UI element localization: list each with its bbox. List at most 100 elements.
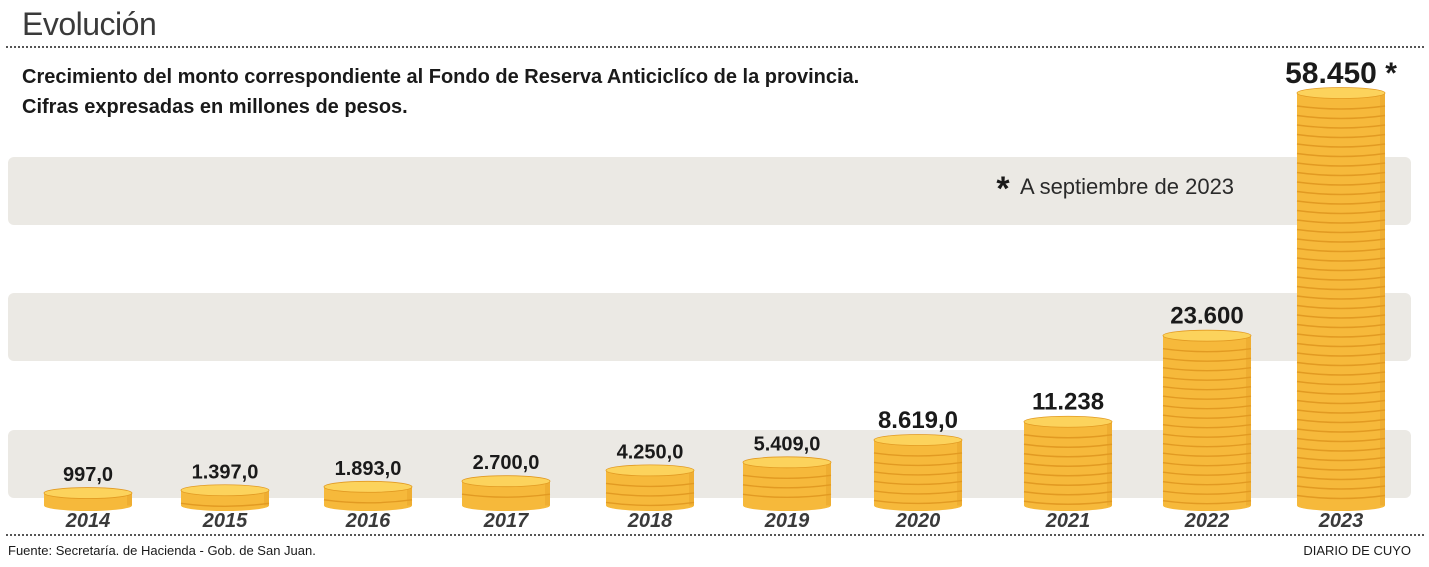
publisher-credit: DIARIO DE CUYO <box>1303 543 1411 558</box>
coin-edge <box>1296 200 1386 205</box>
coin-stack <box>873 434 963 511</box>
coin-edge <box>1296 409 1386 414</box>
coin-edge <box>1296 276 1386 281</box>
coin-edge <box>1023 443 1113 448</box>
value-label: 8.619,0 <box>878 407 958 434</box>
coin-edge <box>873 499 963 505</box>
coin-edge <box>1296 266 1386 272</box>
coin-stack <box>1296 87 1386 511</box>
coin-edge <box>1296 361 1386 367</box>
coin-stack-body <box>874 439 962 506</box>
coin-edge <box>1162 452 1252 457</box>
coin-shading <box>127 493 132 506</box>
year-label: 2019 <box>764 510 810 532</box>
top-divider <box>6 46 1424 48</box>
coin-edge <box>1296 133 1386 139</box>
coin-edge <box>1162 376 1252 381</box>
coin-stacks <box>43 87 1386 511</box>
footnote-text: A septiembre de 2023 <box>1020 174 1234 199</box>
coin-edge <box>1296 152 1386 158</box>
year-label: 2020 <box>895 510 941 532</box>
value-label: 5.409,0 <box>754 433 821 455</box>
coin-edge <box>1162 490 1252 495</box>
coin-edge <box>1162 385 1252 391</box>
coin-edge <box>873 461 963 467</box>
coin-edge <box>1296 209 1386 215</box>
coin-edge <box>1296 485 1386 490</box>
coin-edge <box>1296 162 1386 167</box>
background-band <box>8 157 1411 225</box>
coin-edge <box>605 492 695 497</box>
coin-stack <box>1023 415 1113 511</box>
coin-edge <box>1296 238 1386 243</box>
coin-edge <box>742 484 832 489</box>
coin-edge <box>1162 471 1252 476</box>
year-labels: 2014 2015 2016 2017 2018 2019 2020 2021 2022 2023 <box>65 510 1364 532</box>
coin-edge <box>1296 399 1386 405</box>
coin-edge <box>742 474 832 480</box>
coin-top <box>873 434 963 446</box>
footnote: * A septiembre de 2023 <box>996 170 1234 208</box>
coin-edge <box>1296 323 1386 329</box>
coin-stack <box>742 456 832 511</box>
coin-edge <box>1296 456 1386 462</box>
year-label: 2015 <box>202 510 248 532</box>
bottom-divider <box>6 534 1424 536</box>
source-note: Fuente: Secretaría. de Hacienda - Gob. d… <box>8 543 316 558</box>
value-label: 4.250,0 <box>617 441 684 463</box>
coin-stack-body <box>1024 421 1112 506</box>
value-label: 23.600 <box>1170 303 1243 330</box>
coin-shading <box>689 470 694 506</box>
coin-edge <box>1162 433 1252 438</box>
coin-edge <box>1296 285 1386 291</box>
value-label: 11.238 <box>1032 389 1104 416</box>
year-label: 2022 <box>1184 510 1230 532</box>
coin-edge <box>1162 499 1252 505</box>
coin-stack <box>180 484 270 511</box>
year-label: 2017 <box>483 510 529 532</box>
coin-bottom <box>181 500 269 511</box>
coin-edge <box>1162 366 1252 372</box>
coin-edge <box>1296 371 1386 376</box>
coin-edge <box>1296 228 1386 234</box>
coin-stack <box>43 487 133 511</box>
coin-edge <box>873 452 963 457</box>
value-label: 1.397,0 <box>192 461 259 483</box>
coin-edge <box>1162 395 1252 400</box>
coin-shading <box>264 490 269 506</box>
coin-edge <box>1023 434 1113 439</box>
coin-edge <box>1162 347 1252 353</box>
coin-top <box>1023 415 1113 428</box>
coin-edge <box>1296 143 1386 148</box>
coin-edge <box>1296 418 1386 424</box>
coin-edge <box>1023 472 1113 477</box>
coin-edge <box>1296 314 1386 319</box>
year-label: 2016 <box>345 510 391 532</box>
coin-edge <box>1296 295 1386 300</box>
value-label: 58.450 * <box>1285 57 1397 90</box>
coin-top <box>43 487 133 499</box>
coin-edge <box>1162 357 1252 362</box>
coin-edge <box>1296 466 1386 471</box>
coin-shading <box>957 439 962 506</box>
coin-edge <box>1296 304 1386 310</box>
coin-top <box>1296 87 1386 99</box>
coin-top <box>1162 329 1252 342</box>
coin-edge <box>1296 390 1386 395</box>
coin-stack <box>1162 329 1252 511</box>
coin-shading <box>545 481 550 506</box>
coin-edge <box>1023 453 1113 458</box>
coin-edge <box>605 501 695 507</box>
background-band <box>8 293 1411 361</box>
coin-edge <box>1023 500 1113 505</box>
coin-edge <box>1296 257 1386 262</box>
subtitle-line-2: Cifras expresadas en millones de pesos. <box>22 96 408 118</box>
coin-top <box>180 484 270 497</box>
coin-edge <box>1162 442 1252 448</box>
coin-shading <box>1107 421 1112 506</box>
coin-bottom <box>44 500 132 511</box>
coin-edge <box>1296 333 1386 338</box>
coin-edge <box>1296 181 1386 186</box>
coin-top <box>323 480 413 493</box>
coin-edge <box>1162 461 1252 467</box>
